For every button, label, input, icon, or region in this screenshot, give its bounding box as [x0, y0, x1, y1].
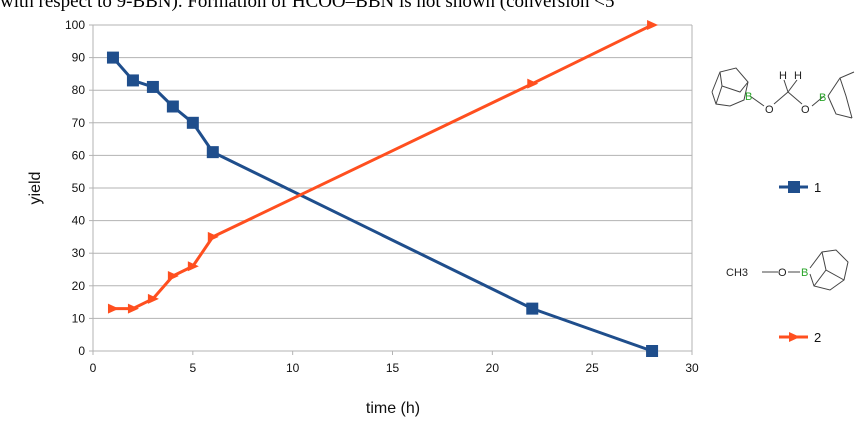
legend-entry-2: 2 [779, 330, 821, 345]
structure-1-o-left: O [765, 104, 774, 116]
data-point-2 [127, 303, 139, 314]
legend-entry-1: 1 [779, 180, 821, 195]
data-point-1 [206, 146, 219, 159]
data-point-1 [106, 51, 119, 64]
y-tick-label: 0 [78, 344, 85, 358]
series-2 [107, 20, 659, 314]
data-point-2 [167, 271, 179, 282]
axes [89, 24, 693, 355]
data-point-1 [126, 74, 139, 87]
structure-1-b-left: B [745, 91, 752, 103]
y-tick-label: 100 [65, 18, 85, 32]
legend-label: 1 [814, 180, 821, 195]
data-point-2 [207, 231, 219, 242]
y-tick-label: 80 [72, 83, 86, 97]
data-point-2 [107, 303, 119, 314]
legend-marker [788, 181, 800, 193]
structure-2-b: B [801, 267, 808, 279]
data-series [106, 20, 659, 357]
x-tick-label: 25 [585, 361, 599, 375]
legend-label: 2 [814, 330, 821, 345]
data-point-1 [526, 302, 539, 315]
data-point-1 [166, 100, 179, 113]
x-tick-label: 15 [386, 361, 400, 375]
x-tick-label: 20 [486, 361, 500, 375]
tick-labels: 0 10 20 30 40 50 60 70 80 90 100 0 5 10 15 20 25 30 [65, 18, 699, 375]
x-tick-label: 0 [90, 361, 97, 375]
y-tick-label: 50 [72, 181, 86, 195]
series-line-2 [112, 23, 653, 311]
y-axis-label: yield [27, 172, 44, 205]
x-tick-label: 10 [286, 361, 300, 375]
structure-1-h-right: H [794, 70, 802, 82]
y-tick-label: 60 [72, 148, 86, 162]
structure-2-drawing [762, 249, 849, 291]
legend: 12 [779, 180, 821, 345]
data-point-2 [527, 78, 539, 89]
x-tick-label: 5 [189, 361, 196, 375]
y-tick-label: 90 [72, 51, 86, 65]
structure-1-b-right: B [819, 92, 826, 104]
data-point-1 [646, 345, 659, 357]
y-tick-label: 10 [72, 311, 86, 325]
data-point-1 [186, 116, 199, 129]
data-point-1 [146, 80, 159, 93]
data-point-2 [147, 293, 159, 304]
grid-lines [93, 24, 692, 352]
y-tick-label: 40 [72, 214, 86, 228]
y-tick-label: 70 [72, 116, 86, 130]
x-tick-label: 30 [685, 361, 699, 375]
structure-1-drawing [711, 67, 855, 119]
data-point-2 [647, 20, 659, 30]
structure-2-o: O [778, 267, 787, 279]
legend-marker [789, 332, 800, 342]
structure-1-h-left: H [779, 70, 787, 82]
data-point-2 [187, 261, 199, 272]
structure-2-ch3: CH3 [726, 267, 748, 279]
y-tick-label: 20 [72, 279, 86, 293]
x-axis-label: time (h) [366, 400, 420, 417]
series-1 [106, 51, 659, 357]
y-tick-label: 30 [72, 246, 86, 260]
figure-caption: with respect to 9-BBN). Formation of HCO… [0, 0, 615, 12]
structure-1-o-right: O [801, 104, 810, 116]
series-line-1 [111, 56, 653, 353]
